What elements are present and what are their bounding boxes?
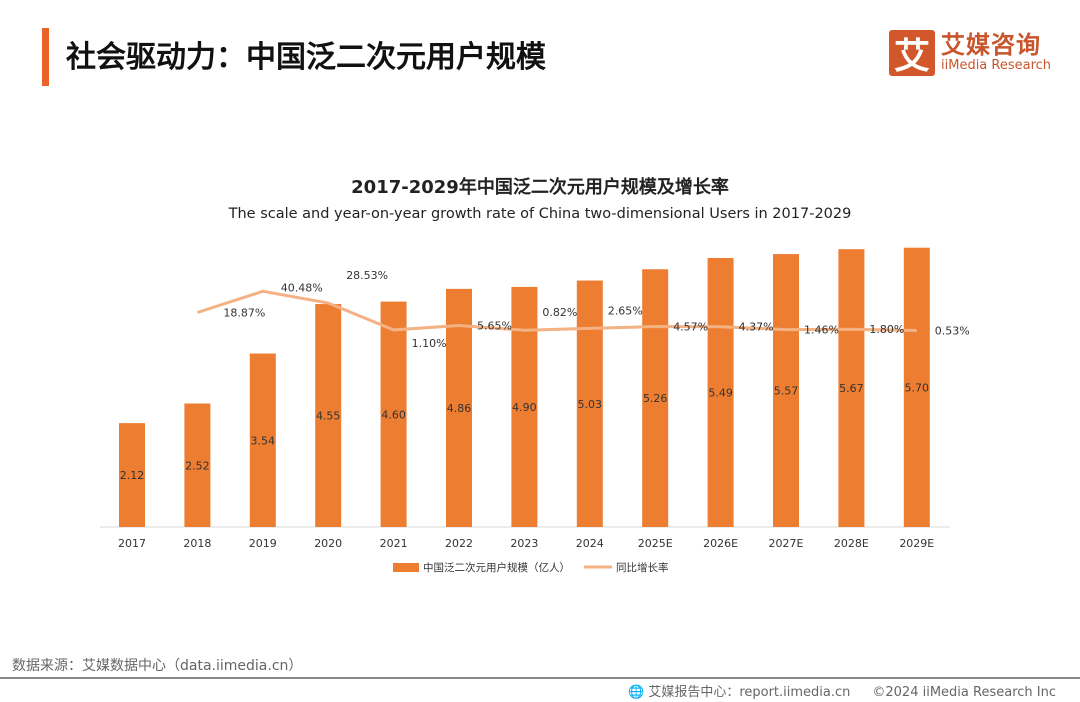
bar	[119, 423, 145, 527]
report-center: 艾媒报告中心：report.iimedia.cn	[648, 685, 851, 700]
x-tick-label: 2022	[445, 537, 473, 550]
globe-icon: 🌐	[628, 685, 645, 700]
bar-data-label: 5.26	[643, 392, 668, 405]
x-tick-label: 2028E	[834, 537, 869, 550]
bar-data-label: 2.12	[120, 469, 145, 482]
line-data-label: 28.53%	[346, 269, 388, 282]
x-tick-label: 2023	[510, 537, 538, 550]
bar	[838, 249, 865, 528]
growth-line	[196, 289, 917, 332]
bar-data-label: 4.90	[512, 401, 537, 414]
chart-subtitle: The scale and year-on-year growth rate o…	[228, 206, 852, 222]
footer-divider	[0, 677, 1080, 679]
bar-data-label: 5.67	[839, 382, 864, 395]
legend-swatch-bar	[393, 563, 419, 572]
logo-en: iiMedia Research	[941, 58, 1052, 73]
line-data-label: 0.53%	[935, 324, 970, 337]
bar-data-label: 5.57	[774, 385, 799, 398]
legend-label-line: 同比增长率	[616, 561, 669, 574]
line-data-label: 1.46%	[804, 324, 839, 337]
bar	[642, 269, 669, 527]
chart: 2.12 2017 2.52 2018 3.54 2019 4.55 2020 4.60 2021…	[100, 247, 970, 574]
line-data-label: 5.65%	[477, 319, 512, 332]
x-tick-label: 2017	[118, 537, 146, 550]
bar-data-label: 2.52	[185, 459, 210, 472]
logo: 艾 艾媒咨询 iiMedia Research	[889, 30, 1052, 77]
x-tick-label: 2025E	[638, 537, 673, 550]
line-data-label: 40.48%	[281, 281, 323, 294]
x-tick-label: 2019	[249, 537, 277, 550]
x-tick-label: 2029E	[899, 537, 934, 550]
bar	[380, 301, 407, 527]
bar-data-label: 5.03	[578, 398, 603, 411]
data-source: 数据来源：艾媒数据中心（data.iimedia.cn）	[12, 658, 303, 674]
bar	[576, 280, 603, 527]
line-data-label: 1.10%	[412, 337, 447, 350]
line-data-label: 4.57%	[673, 321, 708, 334]
bar	[511, 286, 538, 527]
line-data-label: 1.80%	[869, 323, 904, 336]
x-tick-label: 2018	[183, 537, 211, 550]
legend-label-bar: 中国泛二次元用户规模（亿人）	[423, 561, 570, 574]
logo-mark: 艾	[889, 30, 935, 77]
bar	[315, 304, 342, 527]
x-tick-label: 2021	[380, 537, 408, 550]
line-data-label: 4.37%	[739, 321, 774, 334]
bar	[446, 288, 472, 527]
bar-data-label: 3.54	[251, 434, 276, 447]
copyright: ©2024 iiMedia Research Inc	[872, 685, 1056, 700]
title-accent-bar	[42, 28, 49, 86]
page-title: 社会驱动力：中国泛二次元用户规模	[66, 40, 546, 75]
chart-title: 2017-2029年中国泛二次元用户规模及增长率	[351, 177, 729, 198]
line-data-label: 2.65%	[608, 304, 643, 317]
bar-data-label: 5.70	[905, 381, 930, 394]
x-tick-label: 2024	[576, 537, 604, 550]
bar	[773, 254, 799, 527]
bar-data-label: 4.60	[381, 408, 406, 421]
bar-data-label: 4.86	[447, 402, 472, 415]
bar	[707, 257, 734, 527]
bar-data-label: 4.55	[316, 410, 341, 423]
x-tick-label: 2026E	[703, 537, 738, 550]
bar	[249, 353, 276, 527]
bar-data-label: 5.49	[708, 386, 733, 399]
bar	[903, 247, 930, 527]
line-data-label: 0.82%	[542, 306, 577, 319]
footer: 🌐 艾媒报告中心：report.iimedia.cn ©2024 iiMedia R…	[606, 681, 1056, 700]
line-data-label: 18.87%	[223, 307, 265, 320]
logo-cn: 艾媒咨询	[941, 31, 1041, 59]
x-tick-label: 2020	[314, 537, 342, 550]
bar	[184, 403, 211, 527]
x-tick-label: 2027E	[769, 537, 804, 550]
